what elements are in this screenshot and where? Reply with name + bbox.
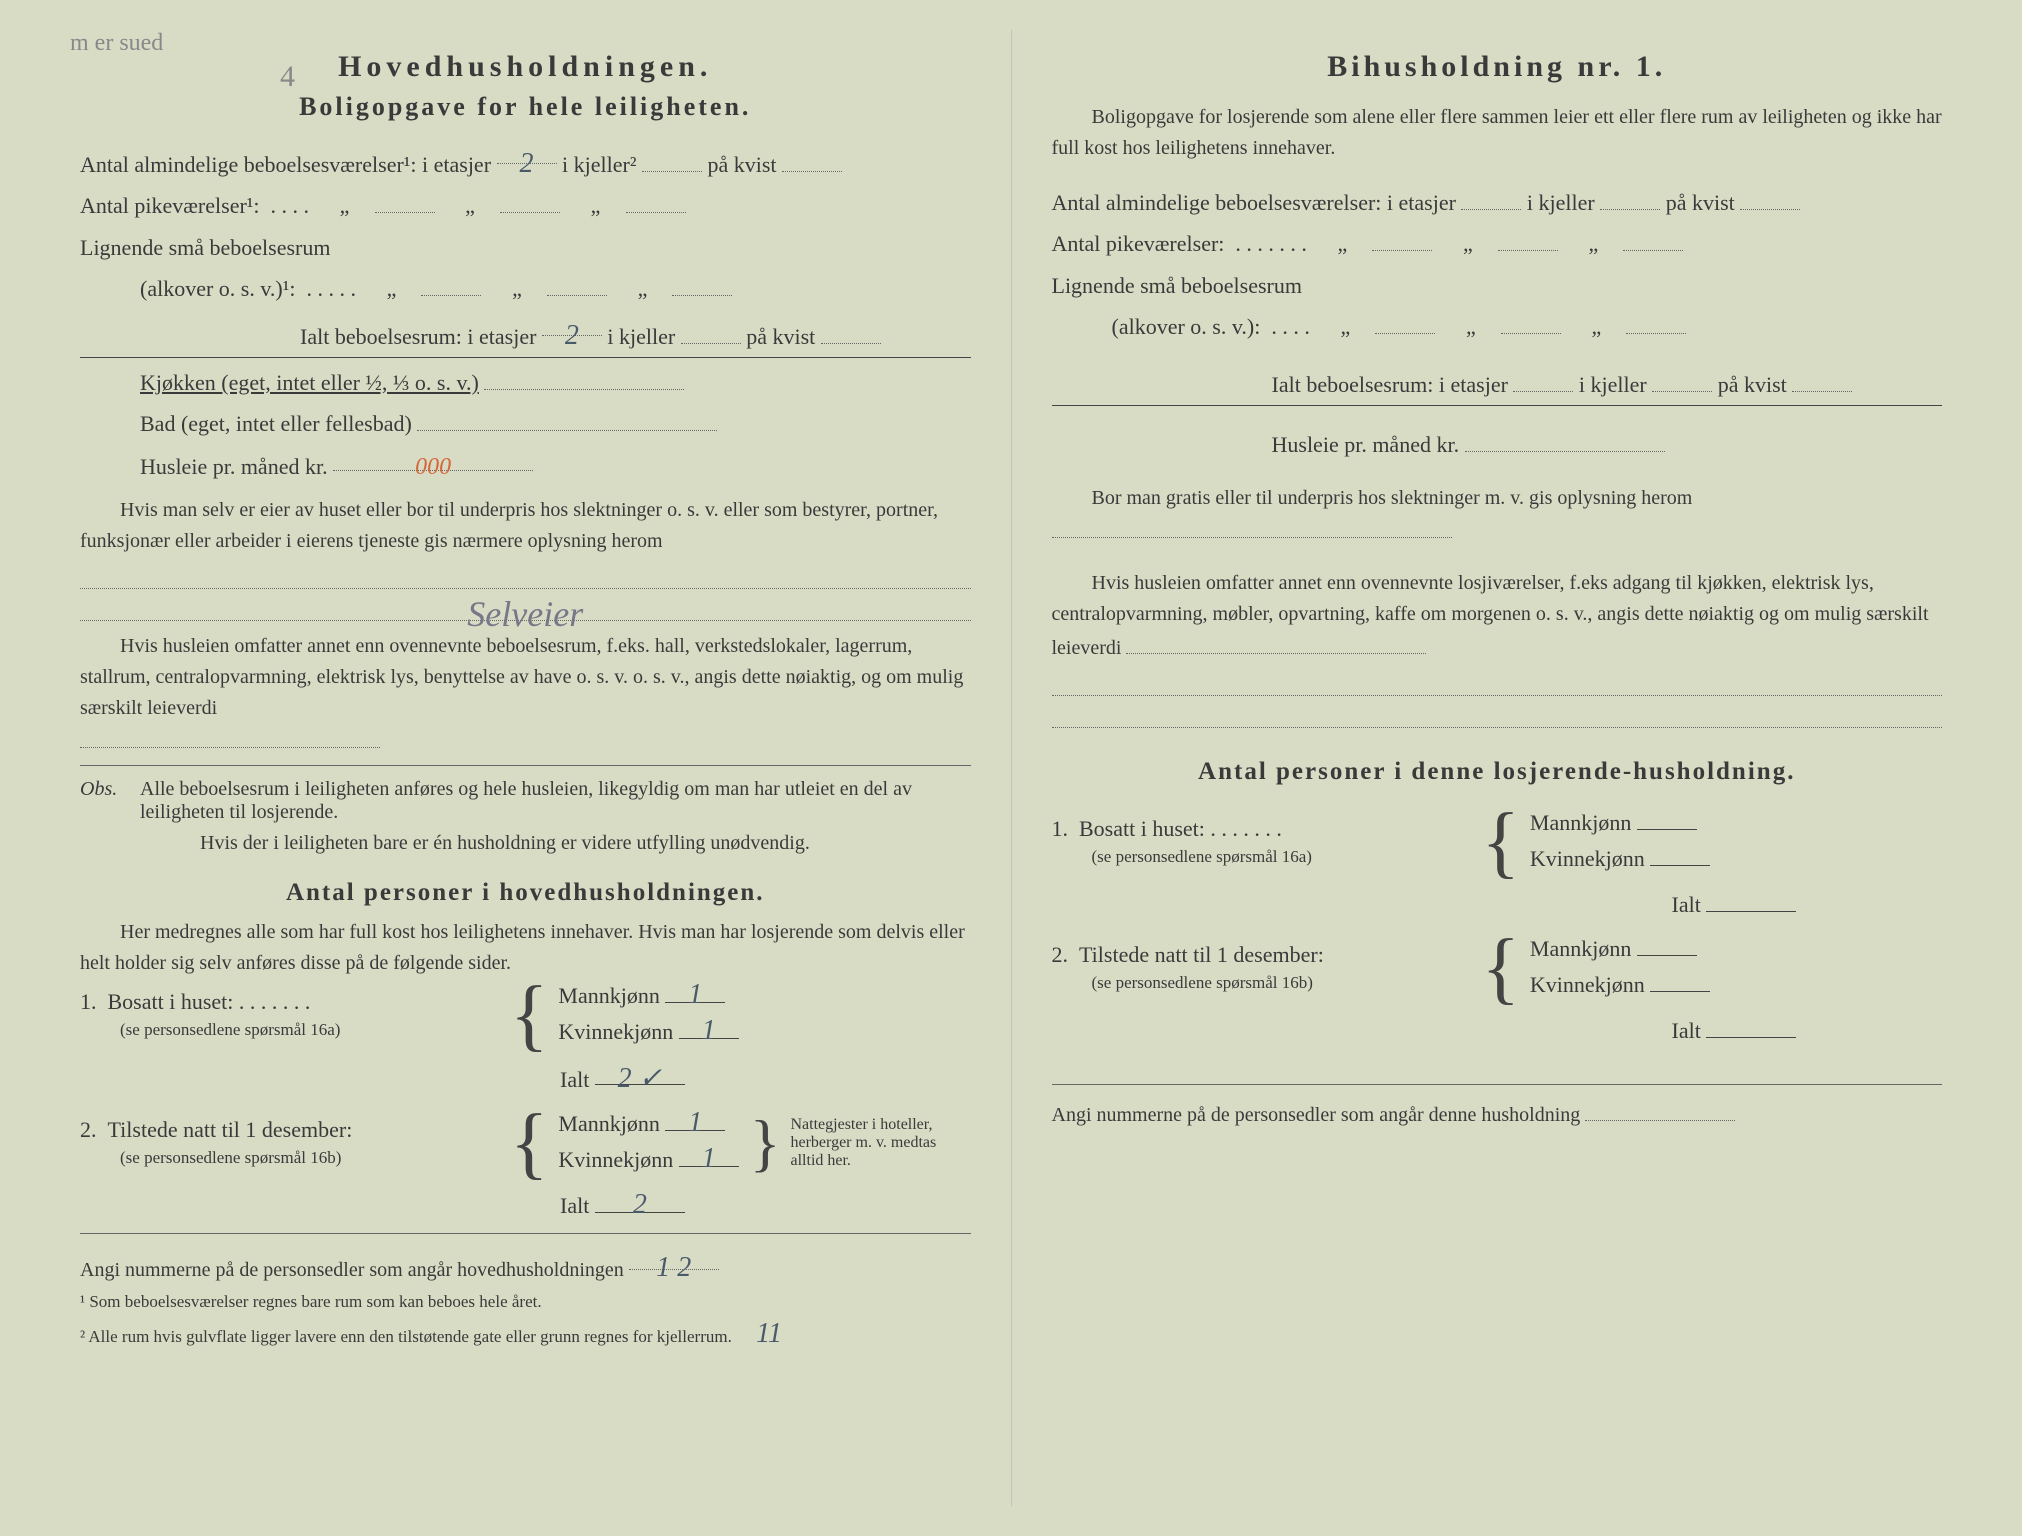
fill-line-1 [80, 561, 971, 589]
r-ialt-rooms: Ialt beboelsesrum: i etasjer i kjeller p… [1052, 366, 1943, 406]
left-title: Hovedhusholdningen. [80, 50, 971, 84]
left-subtitle: Boligopgave for hele leiligheten. [80, 92, 971, 122]
husleie-line: Husleie pr. måned kr. 000 [80, 447, 971, 485]
para-owner: Hvis man selv er eier av huset eller bor… [80, 495, 971, 557]
question-1: 1. Bosatt i huset: . . . . . . . (se per… [80, 979, 971, 1051]
r-rooms-line-1: Antal almindelige beboelsesværelser: i e… [1052, 184, 1943, 221]
rooms-line-3: Lignende små beboelsesrum [80, 229, 971, 266]
left-page: m er sued 4 Hovedhusholdningen. Boligopg… [40, 30, 1012, 1506]
q2-ialt: Ialt 2 [80, 1189, 971, 1219]
r-q1-ialt: Ialt [1052, 888, 1943, 918]
rooms-line-1: Antal almindelige beboelsesværelser¹: i … [80, 140, 971, 183]
red-mark-4: 4 [280, 60, 295, 94]
r-q2-ialt: Ialt [1052, 1014, 1943, 1044]
r-husleie-line: Husleie pr. måned kr. [1052, 426, 1943, 463]
section-persons-intro: Her medregnes alle som har full kost hos… [80, 917, 971, 979]
r-para1: Bor man gratis eller til underpris hos s… [1052, 483, 1943, 548]
angi-line: Angi nummerne på de personsedler som ang… [80, 1246, 971, 1286]
rooms-line-2: Antal pikeværelser¹: . . . . „ „ „ [80, 187, 971, 224]
footnote-2: ² Alle rum hvis gulvflate ligger lavere … [80, 1318, 971, 1350]
right-title: Bihusholdning nr. 1. [1052, 50, 1943, 84]
r-rooms-line-3: Lignende små beboelsesrum [1052, 267, 1943, 304]
para-rent: Hvis husleien omfatter annet enn ovennev… [80, 631, 971, 724]
r-question-1: 1. Bosatt i huset: . . . . . . . (se per… [1052, 806, 1943, 878]
kjokken-line: Kjøkken (eget, intet eller ½, ⅓ o. s. v.… [80, 364, 971, 401]
r-para2: Hvis husleien omfatter annet enn ovennev… [1052, 568, 1943, 664]
r-rooms-line-3b: (alkover o. s. v.): . . . . „ „ „ [1052, 308, 1943, 345]
right-intro: Boligopgave for losjerende som alene ell… [1052, 102, 1943, 164]
question-2: 2. Tilstede natt til 1 desember: (se per… [80, 1107, 971, 1179]
r-angi-line: Angi nummerne på de personsedler som ang… [1052, 1097, 1943, 1131]
r-section-heading: Antal personer i denne losjerende-hushol… [1052, 758, 1943, 786]
right-page: Bihusholdning nr. 1. Boligopgave for los… [1012, 30, 1983, 1506]
r-fill-2 [1052, 700, 1943, 728]
footnote-1: ¹ Som beboelsesværelser regnes bare rum … [80, 1292, 971, 1312]
pencil-annotation: m er sued [70, 30, 163, 57]
q1-ialt: Ialt 2 ✓ [80, 1061, 971, 1093]
ialt-rooms: Ialt beboelsesrum: i etasjer 2 i kjeller… [80, 312, 971, 358]
bad-line: Bad (eget, intet eller fellesbad) [80, 405, 971, 442]
r-rooms-line-2: Antal pikeværelser: . . . . . . . „ „ „ [1052, 225, 1943, 262]
rooms-line-3b: (alkover o. s. v.)¹: . . . . . „ „ „ [80, 270, 971, 307]
section-persons-heading: Antal personer i hovedhusholdningen. [80, 879, 971, 907]
fill-line-handwrite: Selveier [80, 593, 971, 621]
r-fill-1 [1052, 668, 1943, 696]
r-question-2: 2. Tilstede natt til 1 desember: (se per… [1052, 932, 1943, 1004]
obs-row-1: Obs. Alle beboelsesrum i leiligheten anf… [80, 778, 971, 824]
obs-row-2: Hvis der i leiligheten bare er én hushol… [80, 828, 971, 859]
